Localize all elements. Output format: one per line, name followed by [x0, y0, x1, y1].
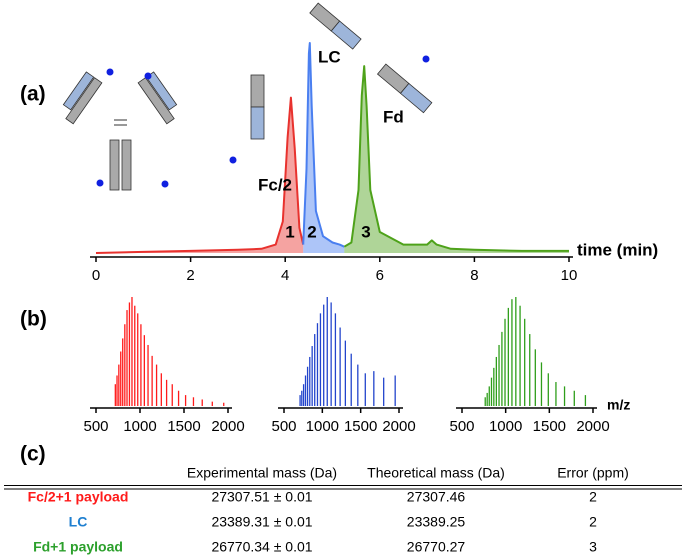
- table-cell: 27307.46: [407, 489, 466, 505]
- table-header: Theoretical mass (Da): [367, 465, 505, 481]
- trace-line: [95, 96, 305, 254]
- table-cell: 26770.34 ± 0.01: [211, 539, 312, 555]
- x-tick-label: 500: [83, 418, 108, 435]
- x-tick-label: 2000: [382, 418, 415, 435]
- table-cell: 23389.31 ± 0.01: [211, 514, 312, 530]
- table-cell: 26770.27: [407, 539, 466, 555]
- x-tick-label: 2000: [211, 418, 244, 435]
- x-axis-label: m/z: [607, 397, 630, 413]
- trace-line: [343, 65, 569, 252]
- peak-number: 2: [307, 222, 316, 241]
- peak-area: [96, 97, 304, 253]
- x-tick-label: 1000: [489, 418, 522, 435]
- x-tick-label: 1500: [533, 418, 566, 435]
- x-tick-label: 1500: [167, 418, 200, 435]
- table-cell: 23389.25: [407, 514, 466, 530]
- row-label: LC: [69, 514, 88, 530]
- row-label: Fc/2+1 payload: [28, 489, 129, 505]
- table-header: Error (ppm): [557, 465, 629, 481]
- panel-label: (a): [20, 83, 46, 106]
- x-tick-label: 1000: [306, 418, 339, 435]
- table-cell: 3: [589, 539, 597, 555]
- x-tick-label: 2000: [576, 418, 609, 435]
- x-tick-label: 1500: [344, 418, 377, 435]
- table-cell: 2: [589, 514, 597, 530]
- x-tick-label: 6: [376, 267, 384, 284]
- panel-label: (c): [20, 443, 46, 466]
- panel-label: (b): [20, 308, 47, 331]
- x-tick-label: 2: [186, 267, 194, 284]
- x-tick-label: 0: [92, 267, 100, 284]
- x-tick-label: 500: [449, 418, 474, 435]
- table-cell: 27307.51 ± 0.01: [211, 489, 312, 505]
- x-tick-label: 500: [271, 418, 296, 435]
- x-tick-label: 1000: [123, 418, 156, 435]
- x-axis-label: time (min): [577, 240, 658, 259]
- row-label: Fd+1 payload: [33, 539, 123, 555]
- peak-number: 1: [285, 222, 294, 241]
- x-tick-label: 4: [281, 267, 289, 284]
- peak-annotation: Fd: [383, 107, 404, 126]
- x-tick-label: 10: [561, 267, 578, 284]
- peak-area: [344, 66, 569, 253]
- peak-annotation: Fc/2: [258, 175, 292, 194]
- table-cell: 2: [589, 489, 597, 505]
- peak-number: 3: [361, 222, 370, 241]
- antibody-icons: [62, 2, 433, 191]
- trace-line: [302, 42, 345, 248]
- peak-area: [303, 43, 345, 253]
- peak-annotation: LC: [318, 47, 341, 66]
- table-header: Experimental mass (Da): [187, 465, 337, 481]
- x-tick-label: 8: [470, 267, 478, 284]
